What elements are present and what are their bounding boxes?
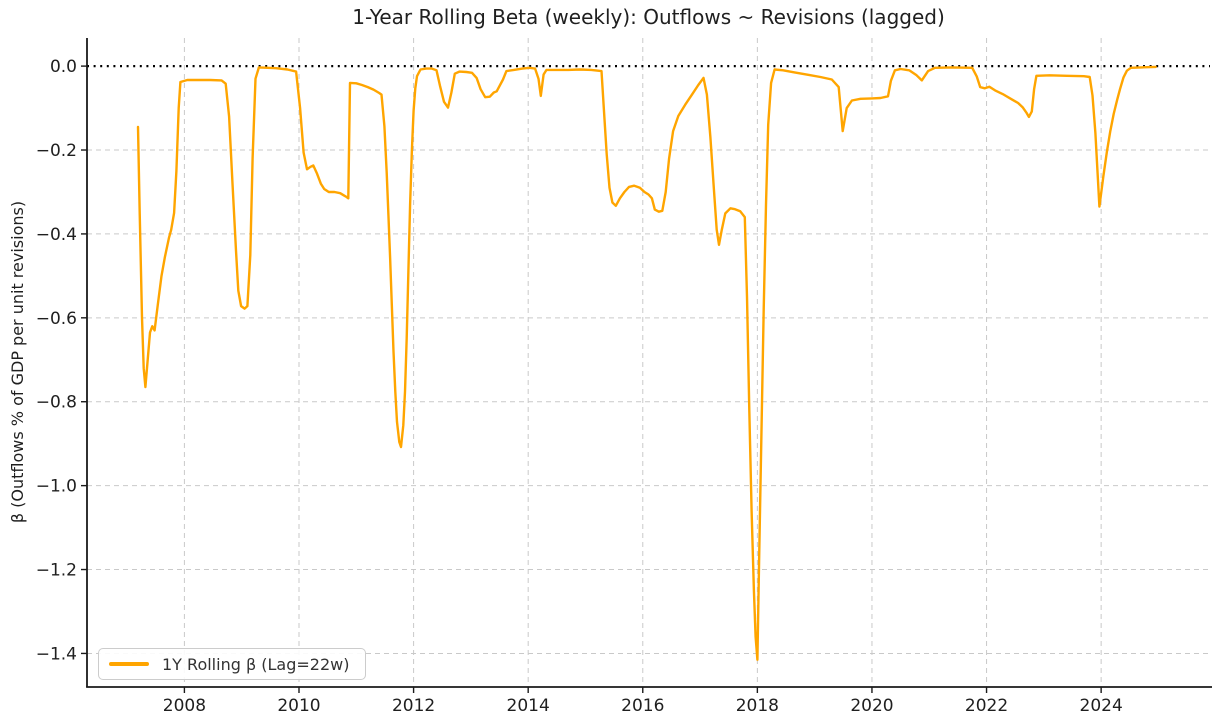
legend-entry-label: 1Y Rolling β (Lag=22w) bbox=[162, 654, 350, 674]
x-tick-label: 2012 bbox=[392, 696, 435, 716]
x-tick-label: 2010 bbox=[277, 696, 320, 716]
y-tick-label: −1.4 bbox=[36, 644, 77, 664]
x-tick-label: 2008 bbox=[163, 696, 206, 716]
x-tick-label: 2020 bbox=[850, 696, 893, 716]
x-tick-label: 2024 bbox=[1080, 696, 1123, 716]
x-tick-label: 2018 bbox=[736, 696, 779, 716]
y-tick-label: −1.0 bbox=[36, 477, 77, 497]
y-tick-label: −0.6 bbox=[36, 309, 77, 329]
x-tick-label: 2016 bbox=[621, 696, 664, 716]
legend-box: 1Y Rolling β (Lag=22w) bbox=[98, 648, 367, 680]
y-tick-label: −0.2 bbox=[36, 141, 77, 161]
chart-title: 1-Year Rolling Beta (weekly): Outflows ~… bbox=[352, 5, 945, 29]
y-tick-label: −1.2 bbox=[36, 561, 77, 581]
beta-series-line bbox=[136, 65, 1157, 661]
y-tick-label: −0.8 bbox=[36, 393, 77, 413]
x-tick-label: 2022 bbox=[965, 696, 1008, 716]
legend-line-sample bbox=[109, 662, 149, 666]
y-tick-label: −0.4 bbox=[36, 225, 77, 245]
y-tick-label: 0.0 bbox=[50, 57, 77, 77]
x-tick-label: 2014 bbox=[507, 696, 550, 716]
